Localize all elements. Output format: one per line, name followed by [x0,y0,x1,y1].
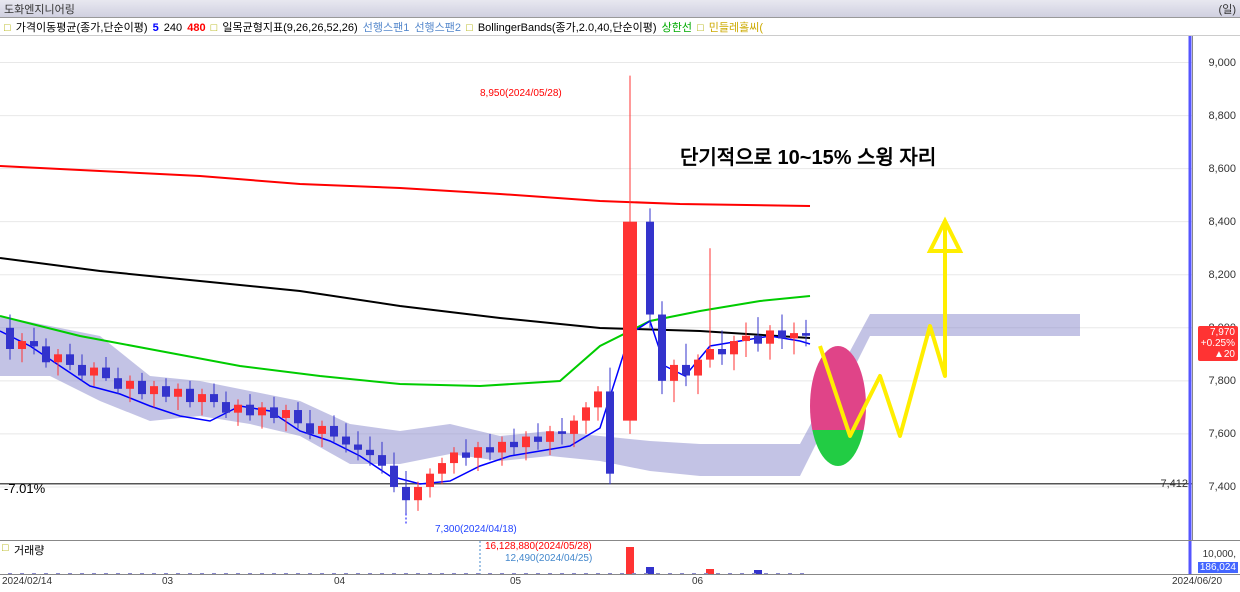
price-change: +0.25% [1201,338,1235,349]
stock-name: 도화엔지니어링 [4,1,75,16]
mid-label: 민들레홀씨( [709,22,763,34]
volume-chart[interactable]: □ 거래량 16,128,880(2024/05/28) 12,490(2024… [0,540,1240,574]
ma-p3: 480 [187,22,205,34]
volume-canvas [0,541,1192,575]
ma-p2: 240 [164,22,182,34]
y-tick-label: 7,400 [1208,481,1236,493]
x-axis: 2024/02/14 03 04 05 06 2024/06/20 [0,574,1240,592]
current-price-badge: 7,970 +0.25% ▲20 [1198,326,1238,361]
y-tick-label: 9,000 [1208,57,1236,69]
y-tick-label: 8,200 [1208,269,1236,281]
y-tick-label: 8,400 [1208,216,1236,228]
ma-label: 가격이동평균(종가,단순이평) [16,22,148,34]
volume-y-label: 10,000, [1203,549,1236,560]
high-marker: 8,950(2024/05/28) [480,88,562,99]
marker-icon: □ [211,22,218,34]
x-tick-label: 04 [334,576,345,587]
chart-canvas [0,36,1192,540]
annotation-text: 단기적으로 10~15% 스윙 자리 [680,141,936,170]
y-tick-label: 8,800 [1208,110,1236,122]
price-value: 7,970 [1201,327,1235,338]
marker-icon: □ [466,22,473,34]
x-tick-label: 2024/06/20 [1172,576,1222,587]
y-axis: 7,4007,6007,8008,0008,2008,4008,6008,800… [1192,36,1240,540]
low-marker: 7,300(2024/04/18) [435,524,517,535]
x-tick-label: 03 [162,576,173,587]
y-tick-label: 7,600 [1208,428,1236,440]
volume-marker2: 12,490(2024/04/25) [505,553,592,564]
title-bar: 도화엔지니어링 (일) [0,0,1240,18]
price-delta: ▲20 [1201,349,1235,360]
price-chart[interactable]: 7,4007,6007,8008,0008,2008,4008,6008,800… [0,36,1240,540]
period-label: (일) [1219,1,1236,16]
marker-icon: □ [697,22,704,34]
marker-icon: □ [4,22,11,34]
y-tick-label: 8,600 [1208,163,1236,175]
x-tick-label: 2024/02/14 [2,576,52,587]
volume-max-marker: 16,128,880(2024/05/28) [485,541,592,552]
indicator-bar: □ 가격이동평균(종가,단순이평) 5 240 480 □ 일목균형지표(9,2… [0,18,1240,36]
percent-label: -7.01% [4,481,45,496]
volume-current-badge: 186,024 [1198,562,1238,573]
span2-label: 선행스팬2 [414,22,461,34]
upper-label: 상한선 [662,22,692,34]
y-tick-label: 7,800 [1208,375,1236,387]
span1-label: 선행스팬1 [363,22,410,34]
ichimoku-label: 일목균형지표(9,26,26,52,26) [222,22,357,34]
bb-label: BollingerBands(종가,2.0,40,단순이평) [478,22,657,34]
support-label: 7,412 [1160,478,1188,490]
x-tick-label: 06 [692,576,703,587]
ma-p1: 5 [153,22,159,34]
x-tick-label: 05 [510,576,521,587]
